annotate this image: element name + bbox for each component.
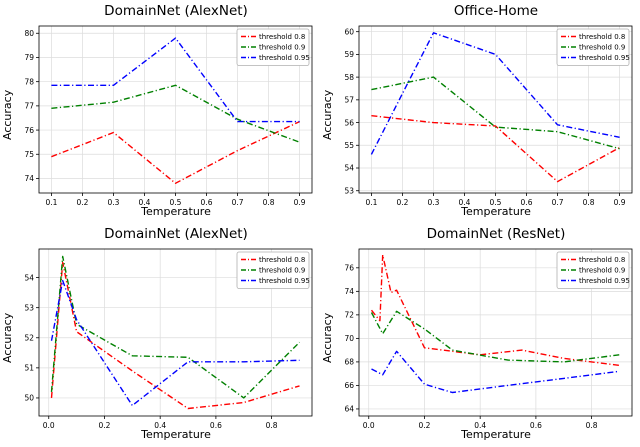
svg-text:0.1: 0.1 [365,198,377,207]
svg-text:58: 58 [344,73,354,82]
svg-text:0.6: 0.6 [210,421,222,430]
svg-text:threshold 0.8: threshold 0.8 [259,256,305,264]
svg-text:0.6: 0.6 [530,421,542,430]
chart-title: DomainNet (ResNet) [426,226,566,242]
svg-text:0.9: 0.9 [614,198,626,207]
svg-text:0.4: 0.4 [474,421,486,430]
svg-text:0.2: 0.2 [396,198,408,207]
svg-text:0.5: 0.5 [170,198,182,207]
svg-text:0.5: 0.5 [490,198,502,207]
svg-text:threshold 0.95: threshold 0.95 [259,277,310,285]
svg-text:51: 51 [24,364,34,373]
svg-text:0.4: 0.4 [139,198,151,207]
svg-text:54: 54 [24,273,34,282]
svg-text:68: 68 [344,358,354,367]
svg-text:threshold 0.9: threshold 0.9 [259,267,305,275]
chart-title: Office-Home [453,3,539,19]
svg-text:0.6: 0.6 [521,198,533,207]
chart-panel-domainnet-alexnet-bottom: DomainNet (AlexNet) Accuracy 0.0 0.2 0.4 0.… [0,223,320,446]
svg-text:57: 57 [344,96,354,105]
svg-text:threshold 0.8: threshold 0.8 [579,33,625,41]
svg-text:0.8: 0.8 [263,198,275,207]
x-axis-label: Temperature [141,428,211,441]
y-axis-label: Accuracy [321,89,334,140]
x-axis-label: Temperature [461,428,531,441]
legend: threshold 0.8 threshold 0.9 threshold 0.95 [556,251,630,289]
svg-text:76: 76 [344,264,354,273]
line-chart: 0.1 0.2 0.3 0.4 0.5 0.6 0.7 0.8 0.9 53 54 55 56 57 58 5… [344,25,633,207]
svg-text:0.4: 0.4 [154,421,166,430]
chart-title: DomainNet (AlexNet) [104,3,248,19]
svg-text:54: 54 [344,164,354,173]
svg-text:0.8: 0.8 [586,421,598,430]
svg-text:0.3: 0.3 [107,198,119,207]
svg-text:60: 60 [344,27,354,36]
chart-title: DomainNet (AlexNet) [104,226,248,242]
legend: threshold 0.8 threshold 0.9 threshold 0.95 [236,251,310,289]
chart-panel-domainnet-alexnet-top: DomainNet (AlexNet) Accuracy 0.1 0.2 0.3 0.… [0,0,320,223]
line-chart: 0.0 0.2 0.4 0.6 0.8 64 66 68 70 72 74 76 threshold 0… [344,248,633,430]
svg-text:0.7: 0.7 [232,198,244,207]
svg-text:79: 79 [24,53,34,62]
svg-text:threshold 0.95: threshold 0.95 [259,54,310,62]
line-chart: 0.1 0.2 0.3 0.4 0.5 0.6 0.7 0.8 0.9 74 75 76 77 78 79 8… [24,25,313,207]
svg-text:threshold 0.8: threshold 0.8 [259,33,305,41]
x-axis-label: Temperature [141,205,211,218]
svg-text:72: 72 [344,311,354,320]
svg-text:threshold 0.8: threshold 0.8 [579,256,625,264]
svg-text:64: 64 [344,405,354,414]
x-axis-label: Temperature [461,205,531,218]
svg-text:55: 55 [344,141,354,150]
chart-panel-domainnet-resnet: DomainNet (ResNet) Accuracy 0.0 0.2 0.4 0.6… [320,223,640,446]
svg-text:70: 70 [344,334,354,343]
svg-text:0.2: 0.2 [98,421,110,430]
svg-text:53: 53 [24,303,34,312]
svg-text:0.3: 0.3 [427,198,439,207]
svg-text:0.6: 0.6 [201,198,213,207]
y-axis-label: Accuracy [1,312,14,363]
svg-text:threshold 0.95: threshold 0.95 [579,277,630,285]
svg-text:0.1: 0.1 [45,198,57,207]
svg-text:50: 50 [24,394,34,403]
svg-text:threshold 0.9: threshold 0.9 [259,44,305,52]
svg-text:74: 74 [24,174,34,183]
svg-text:59: 59 [344,50,354,59]
svg-text:66: 66 [344,381,354,390]
svg-text:77: 77 [24,102,34,111]
svg-text:0.2: 0.2 [418,421,430,430]
y-axis-label: Accuracy [1,89,14,140]
svg-text:0.9: 0.9 [294,198,306,207]
legend: threshold 0.8 threshold 0.9 threshold 0.95 [236,28,310,66]
svg-text:0.8: 0.8 [583,198,595,207]
svg-text:0.8: 0.8 [266,421,278,430]
chart-panel-office-home: Office-Home Accuracy 0.1 0.2 0.3 0.4 0.5 0.6 0… [320,0,640,223]
svg-text:52: 52 [24,333,34,342]
svg-text:threshold 0.9: threshold 0.9 [579,44,625,52]
svg-text:0.4: 0.4 [459,198,471,207]
legend: threshold 0.8 threshold 0.9 threshold 0.95 [556,28,630,66]
svg-text:53: 53 [344,186,354,195]
svg-text:80: 80 [24,29,34,38]
svg-text:74: 74 [344,287,354,296]
svg-text:0.2: 0.2 [76,198,88,207]
svg-text:75: 75 [24,150,34,159]
svg-text:56: 56 [344,118,354,127]
svg-text:0.0: 0.0 [363,421,375,430]
y-axis-label: Accuracy [321,312,334,363]
svg-text:0.0: 0.0 [43,421,55,430]
svg-text:78: 78 [24,77,34,86]
svg-text:threshold 0.9: threshold 0.9 [579,267,625,275]
svg-text:0.7: 0.7 [552,198,564,207]
svg-text:76: 76 [24,126,34,135]
svg-text:threshold 0.95: threshold 0.95 [579,54,630,62]
